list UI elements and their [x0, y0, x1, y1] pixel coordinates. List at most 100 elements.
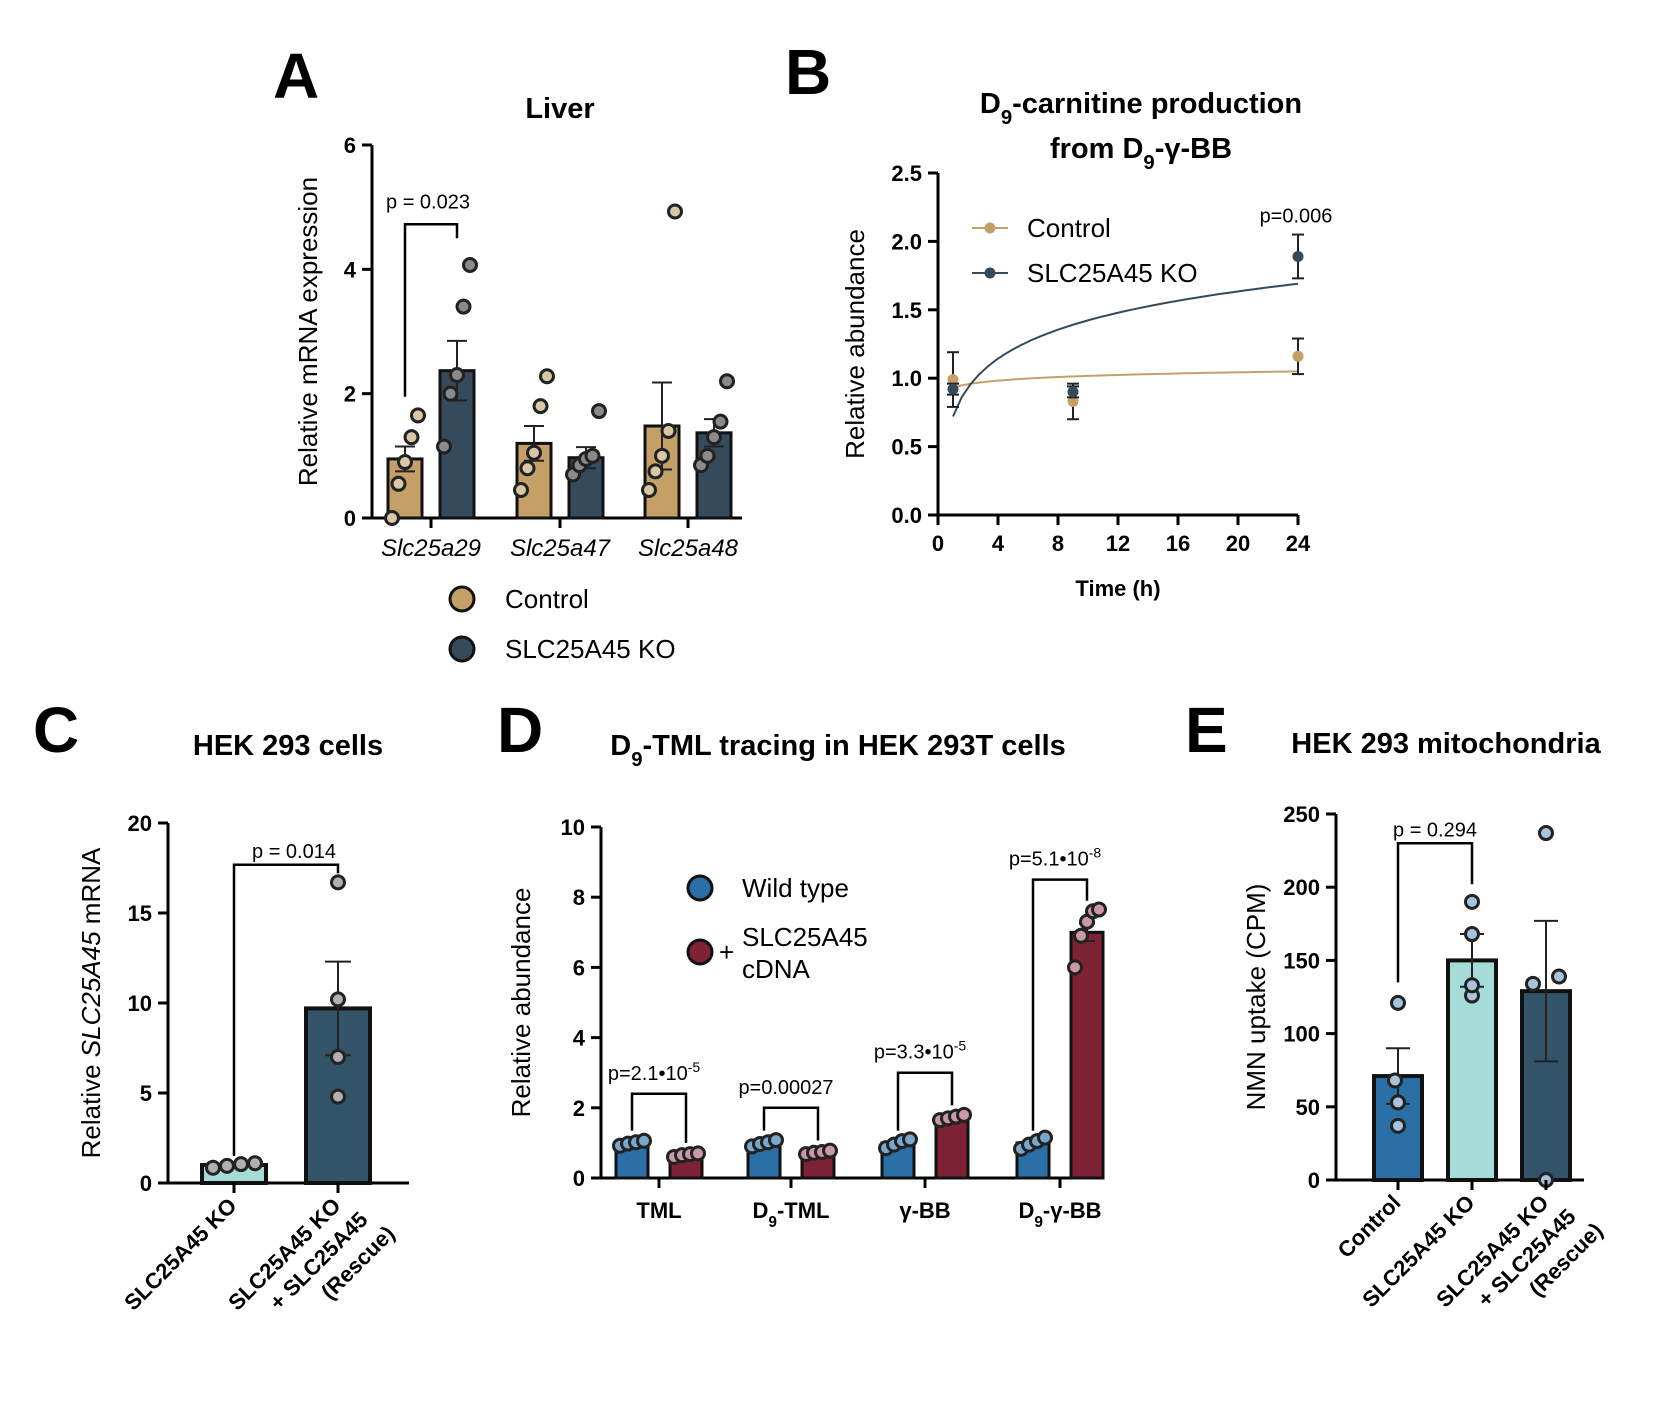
data-point	[1464, 893, 1480, 910]
y-axis-label: NMN uptake (CPM)	[1241, 884, 1271, 1111]
legend-label: Wild type	[742, 873, 849, 903]
y-tick-label: 5	[140, 1081, 152, 1106]
legend-label: cDNA	[742, 954, 811, 984]
data-point	[330, 1088, 346, 1105]
x-tick-label: Slc25a29	[381, 535, 481, 562]
legend-label: SLC25A45 KO	[505, 634, 676, 664]
x-tick-label: 8	[1052, 531, 1064, 556]
x-tick-label: 24	[1286, 531, 1311, 556]
x-tick-label: 12	[1106, 531, 1130, 556]
data-point	[1390, 994, 1406, 1011]
data-point	[1037, 1129, 1053, 1146]
panel-letter-e: E	[1185, 694, 1228, 766]
data-point	[403, 429, 420, 446]
y-tick-label: 20	[128, 811, 152, 836]
fit-curve	[952, 370, 1299, 389]
x-tick-label: 4	[992, 531, 1005, 556]
data-point	[205, 1159, 221, 1176]
y-tick-label: 0	[1308, 1168, 1320, 1193]
panel-b-title-line2: from D9-γ-BB	[1050, 133, 1232, 174]
x-tick-label: D9-TML	[753, 1198, 830, 1231]
p-value: p=5.1•10-8	[1009, 845, 1102, 871]
data-point	[706, 429, 722, 446]
y-tick-label: 1.0	[891, 366, 922, 391]
legend-label: SLC25A45 KO	[1027, 258, 1198, 288]
panel-letter-c: C	[33, 694, 79, 766]
y-tick-label: 6	[344, 133, 356, 158]
y-tick-label: 0.5	[891, 435, 922, 460]
y-tick-label: 10	[561, 815, 585, 840]
data-point	[1091, 901, 1107, 918]
data-point	[667, 203, 683, 220]
x-tick-label: D9-γ-BB	[1018, 1198, 1101, 1231]
data-point	[410, 407, 426, 424]
p-value: p=3.3•10-5	[874, 1038, 967, 1064]
p-value: p=2.1•10-5	[608, 1059, 701, 1085]
p-value: p=0.006	[1260, 205, 1333, 227]
y-tick-label: 50	[1296, 1095, 1320, 1120]
data-point	[519, 460, 536, 477]
panel-letter-d: D	[497, 694, 543, 766]
p-value: p = 0.023	[386, 191, 470, 213]
data-point	[1067, 386, 1079, 398]
y-tick-label: 15	[128, 901, 152, 926]
legend-label: Control	[1027, 213, 1111, 243]
data-point	[584, 447, 601, 464]
y-tick-label: 0	[344, 506, 356, 531]
data-point	[1067, 959, 1083, 976]
data-point	[442, 385, 459, 402]
data-point	[690, 1145, 706, 1162]
data-point	[526, 444, 542, 461]
data-point	[1525, 975, 1541, 992]
y-tick-label: 0	[140, 1171, 152, 1196]
y-tick-label: 2	[344, 382, 356, 407]
panel-letter-b: B	[785, 36, 831, 108]
significance-bracket	[1396, 842, 1474, 983]
significance-bracket	[403, 223, 459, 397]
panel-d: D9-TML tracing in HEK 293T cells 0 2 4 6 8 10 R…	[506, 730, 1107, 1231]
significance-bracket	[630, 1092, 688, 1143]
x-axis-label: Time (h)	[1075, 576, 1160, 601]
p-value: p = 0.014	[252, 841, 336, 863]
data-point	[636, 1132, 652, 1149]
x-tick-label: 0	[932, 531, 944, 556]
data-point	[768, 1132, 784, 1149]
data-point	[947, 383, 959, 395]
y-tick-label: 200	[1283, 875, 1320, 900]
y-tick-label: 250	[1283, 802, 1320, 827]
data-point	[1538, 825, 1554, 842]
panel-a-title: Liver	[525, 93, 594, 125]
legend-label: SLC25A45	[742, 922, 868, 952]
data-point	[330, 991, 346, 1008]
data-point	[233, 1156, 249, 1173]
data-point	[1387, 1072, 1403, 1089]
data-point	[1292, 250, 1304, 262]
data-point	[641, 482, 657, 499]
fit-curve	[952, 282, 1299, 417]
y-tick-label: 2.0	[891, 229, 922, 254]
x-tick-label: 16	[1166, 531, 1190, 556]
y-axis-label: Relative SLC25A45 mRNA	[76, 847, 106, 1158]
data-point	[532, 398, 549, 415]
data-point	[712, 413, 729, 430]
p-value: p = 0.294	[1393, 819, 1477, 841]
data-point	[654, 447, 670, 464]
legend-marker	[686, 938, 714, 966]
data-point	[462, 256, 478, 273]
x-tick-label: TML	[636, 1198, 681, 1223]
y-tick-label: 0.0	[891, 503, 922, 528]
legend-marker	[984, 222, 996, 234]
data-point	[1292, 350, 1304, 362]
panel-d-title: D9-TML tracing in HEK 293T cells	[610, 730, 1066, 771]
data-point	[1551, 968, 1567, 985]
legend-label: Control	[505, 584, 589, 614]
data-point	[219, 1157, 235, 1174]
data-point	[397, 454, 413, 471]
data-point	[902, 1131, 918, 1148]
data-point	[449, 367, 465, 384]
legend-marker	[448, 585, 476, 613]
data-point	[455, 298, 472, 315]
